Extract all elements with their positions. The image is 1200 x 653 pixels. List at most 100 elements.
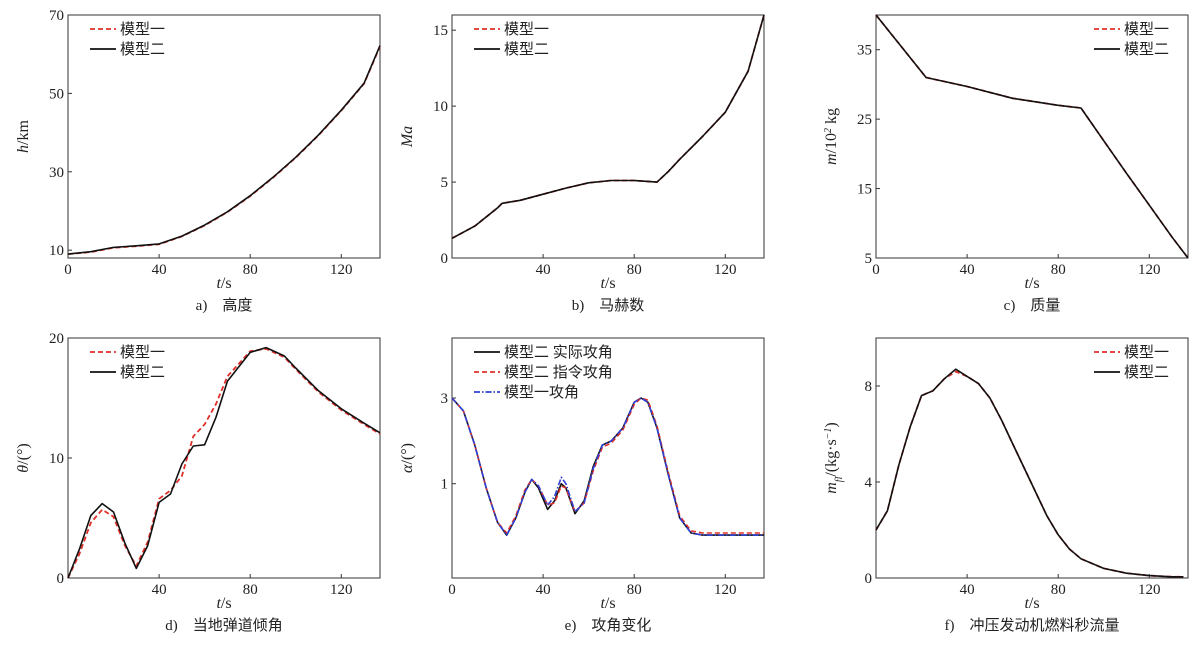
x-tick-label: 80 xyxy=(1051,262,1066,278)
y-axis-label-e: α/(°) xyxy=(399,443,416,473)
x-tick-label: 40 xyxy=(960,262,975,278)
x-tick-label: 120 xyxy=(330,582,353,598)
series-line-e-0 xyxy=(451,397,764,536)
plot-frame xyxy=(875,14,1189,259)
legend-label: 模型二 xyxy=(1124,364,1169,381)
x-tick-label: 120 xyxy=(714,262,737,278)
y-tick-label: 5 xyxy=(865,251,873,267)
plot-frame xyxy=(875,337,1189,579)
series-line-b-1 xyxy=(451,14,765,240)
y-tick-label: 1 xyxy=(441,477,449,493)
series-line-e-2 xyxy=(451,397,764,536)
legend-label: 模型二 指令攻角 xyxy=(504,364,613,381)
legend-label: 模型二 xyxy=(120,364,165,381)
series-line-a-1 xyxy=(67,45,381,255)
y-tick-label: 25 xyxy=(857,112,872,128)
x-tick-label: 40 xyxy=(152,582,167,598)
caption-f: f) 冲压发动机燃料秒流量 xyxy=(945,616,1120,634)
legend-label: 模型二 xyxy=(120,41,165,58)
x-tick-label: 80 xyxy=(243,262,258,278)
x-axis-label-c: t/s xyxy=(1024,275,1039,292)
y-tick-label: 10 xyxy=(433,99,448,115)
y-tick-label: 50 xyxy=(49,86,64,102)
caption-e: e) 攻角变化 xyxy=(565,617,652,634)
series-line-d-1 xyxy=(67,346,381,579)
x-axis-label-d: t/s xyxy=(216,595,231,612)
y-tick-label: 10 xyxy=(49,451,64,467)
y-axis-label-b: Ma xyxy=(399,126,416,148)
x-tick-label: 80 xyxy=(1051,582,1066,598)
x-tick-label: 120 xyxy=(714,582,737,598)
chart-panel-f: 40 80 120 0 4 8 t/s mfl/(kg·s−1) f) 冲压发动机燃料秒流量 模型… xyxy=(823,337,1189,634)
x-tick-label: 80 xyxy=(243,582,258,598)
series-line-a-0 xyxy=(67,46,381,255)
legend-label: 模型一 xyxy=(120,344,165,361)
y-axis-label-c: m/102 kg xyxy=(823,108,841,165)
x-tick-label: 0 xyxy=(448,582,456,598)
x-tick-label: 40 xyxy=(536,262,551,278)
y-tick-label: 0 xyxy=(865,571,873,587)
caption-d: d) 当地弹道倾角 xyxy=(165,617,283,634)
y-axis-label-d: θ/(°) xyxy=(15,443,32,472)
legend-label: 模型一攻角 xyxy=(504,384,579,401)
x-tick-label: 0 xyxy=(872,262,880,278)
series-line-c-1 xyxy=(875,14,1189,259)
legend-label: 模型一 xyxy=(504,21,549,38)
x-tick-label: 80 xyxy=(627,582,642,598)
x-tick-label: 40 xyxy=(152,262,167,278)
x-tick-label: 0 xyxy=(64,262,72,278)
x-tick-label: 120 xyxy=(1138,262,1161,278)
y-tick-label: 5 xyxy=(441,175,449,191)
legend-label: 模型一 xyxy=(1124,344,1169,361)
legend-label: 模型二 xyxy=(1124,41,1169,58)
y-tick-label: 35 xyxy=(857,43,872,59)
legend-label: 模型一 xyxy=(120,21,165,38)
caption-a: a) 高度 xyxy=(196,297,253,314)
series-line-f-0 xyxy=(875,370,1184,578)
y-tick-label: 10 xyxy=(49,243,64,259)
x-tick-label: 40 xyxy=(536,582,551,598)
caption-b: b) 马赫数 xyxy=(572,297,645,314)
x-axis-label-b: t/s xyxy=(600,275,615,292)
x-tick-label: 120 xyxy=(1138,582,1161,598)
series-line-d-0 xyxy=(67,347,381,579)
legend-label: 模型二 xyxy=(504,41,549,58)
series-line-e-1 xyxy=(451,397,764,534)
y-axis-label-f: mfl/(kg·s−1) xyxy=(823,422,845,494)
x-axis-label-a: t/s xyxy=(216,275,231,292)
y-tick-label: 15 xyxy=(433,23,448,39)
plot-frame xyxy=(67,337,381,579)
y-axis-label-a: h/km xyxy=(15,120,32,153)
x-axis-label-f: t/s xyxy=(1024,595,1039,612)
plot-frame xyxy=(451,14,765,259)
y-tick-label: 30 xyxy=(49,165,64,181)
y-tick-label: 70 xyxy=(49,8,64,24)
legend-label: 模型二 实际攻角 xyxy=(504,344,613,361)
y-tick-label: 15 xyxy=(857,182,872,198)
y-tick-label: 3 xyxy=(441,391,449,407)
y-tick-label: 8 xyxy=(865,379,873,395)
y-tick-label: 0 xyxy=(441,251,449,267)
plot-frame xyxy=(67,14,381,259)
x-tick-label: 120 xyxy=(330,262,353,278)
plot-frame xyxy=(451,337,765,579)
y-tick-label: 4 xyxy=(865,475,873,491)
caption-c: c) 质量 xyxy=(1004,297,1061,314)
y-tick-label: 0 xyxy=(57,571,65,587)
x-axis-label-e: t/s xyxy=(600,595,615,612)
y-tick-label: 20 xyxy=(49,331,64,347)
series-line-f-1 xyxy=(875,368,1184,578)
